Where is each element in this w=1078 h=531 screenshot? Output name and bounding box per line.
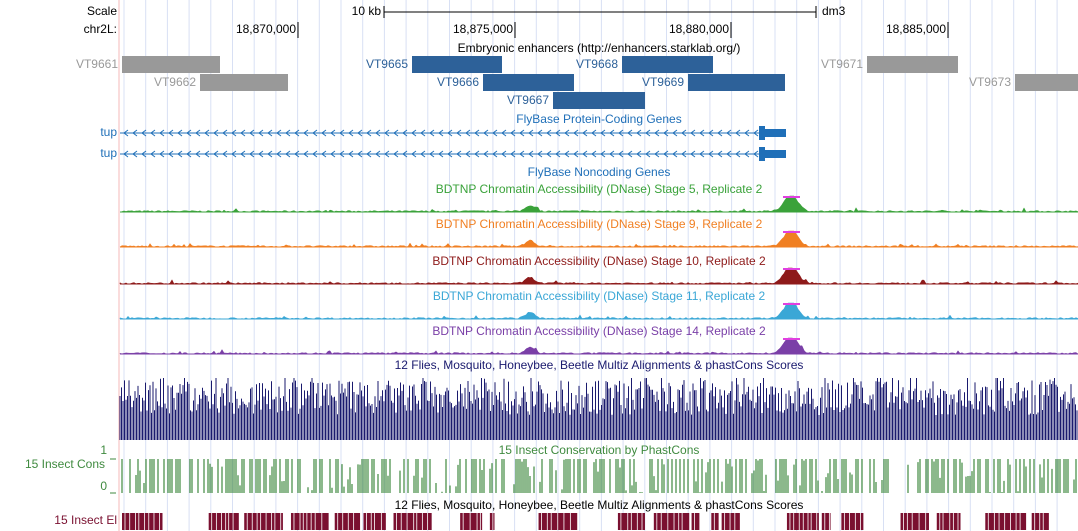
gene-exon [765, 129, 786, 137]
element-gaps [366, 513, 382, 530]
signal [119, 230, 1078, 248]
phastcons-signal [121, 459, 1077, 493]
enhancer-label: VT9669 [642, 75, 684, 89]
gene-exon [765, 150, 786, 158]
element-gaps [396, 513, 429, 530]
enhancer-label: VT9661 [76, 57, 118, 71]
element-block [208, 513, 239, 530]
element-block [841, 513, 864, 530]
element-gaps [462, 513, 481, 530]
track-title: BDTNP Chromatin Accessibility (DNase) St… [436, 217, 763, 231]
signal [119, 337, 1078, 355]
element-gaps [724, 513, 736, 530]
element-gaps [824, 513, 830, 530]
ruler-tick-label: 18,870,000 [236, 22, 296, 36]
element-gaps [337, 513, 355, 530]
ruler-tick-label: 18,880,000 [669, 22, 729, 36]
clip-marker [783, 268, 800, 270]
enhancer [622, 56, 713, 73]
track-title: 12 Flies, Mosquito, Honeybee, Beetle Mul… [395, 498, 804, 512]
element-block [489, 513, 495, 530]
signal [119, 195, 1078, 213]
element-block [290, 513, 329, 530]
enhancer-label: VT9671 [821, 57, 863, 71]
element-gaps [987, 513, 1021, 530]
enhancer [553, 92, 645, 109]
element-gaps [124, 513, 161, 530]
clip-marker [783, 338, 800, 340]
label: chr2L: [84, 22, 117, 36]
track-title: BDTNP Chromatin Accessibility (DNase) St… [432, 254, 766, 268]
element-block [711, 513, 719, 530]
label: FlyBase Noncoding Genes [528, 165, 671, 179]
element-gaps [246, 513, 282, 530]
element-block [393, 513, 432, 530]
element-gaps [1034, 513, 1044, 530]
element-block [936, 513, 961, 530]
element-gaps [293, 513, 323, 530]
clip-marker [783, 231, 800, 233]
ruler-tick-label: 18,875,000 [453, 22, 513, 36]
label: FlyBase Protein-Coding Genes [516, 112, 681, 126]
element-block [721, 513, 740, 530]
element-block [900, 513, 929, 530]
enhancer [867, 56, 958, 73]
element-gaps [939, 513, 959, 530]
gene-arrows [123, 129, 759, 137]
element-gaps [656, 513, 683, 530]
clip-marker [783, 303, 800, 305]
element-block [122, 513, 163, 530]
element-block [653, 513, 690, 530]
element-gaps [541, 513, 571, 530]
track-title: BDTNP Chromatin Accessibility (DNase) St… [436, 182, 763, 196]
track-title: BDTNP Chromatin Accessibility (DNase) St… [432, 324, 766, 338]
gene-label: tup [100, 146, 117, 160]
gene-exon [759, 147, 765, 161]
label: dm3 [822, 4, 846, 18]
enhancer-label: VT9665 [366, 57, 408, 71]
label: 15 Insect El [54, 513, 117, 527]
label: 10 kb [352, 4, 382, 18]
track-title: BDTNP Chromatin Accessibility (DNase) St… [433, 289, 766, 303]
enhancer [1015, 74, 1078, 91]
gene-exon [759, 126, 765, 140]
enhancer-label: VT9667 [507, 93, 549, 107]
enhancer-label: VT9666 [437, 75, 479, 89]
enhancer [412, 56, 502, 73]
ruler-tick-label: 18,885,000 [886, 22, 946, 36]
element-gaps [211, 513, 234, 530]
element-block [244, 513, 283, 530]
element-block [334, 513, 361, 530]
gene-label: tup [100, 125, 117, 139]
element-gaps [843, 513, 861, 530]
label: Scale [87, 4, 117, 18]
element-block [821, 513, 831, 530]
label: 0 [100, 479, 107, 493]
enhancer [483, 74, 574, 91]
enhancer-label: VT9662 [154, 75, 196, 89]
enhancer-label: VT9668 [576, 57, 618, 71]
label: 1 [100, 443, 107, 457]
element-gaps [789, 513, 818, 530]
enhancer [122, 56, 220, 73]
gene-arrows [123, 150, 759, 158]
element-gaps [903, 513, 927, 530]
clip-marker [783, 196, 800, 198]
label: 15 Insect Cons [25, 457, 105, 471]
multiz-signal [119, 378, 1078, 440]
enhancer-label: VT9673 [969, 75, 1011, 89]
signal [119, 267, 1078, 285]
track-title: 15 Insect Conservation by PhastCons [499, 443, 700, 457]
enhancer [688, 74, 785, 91]
element-block [460, 513, 483, 530]
label: Embryonic enhancers (http://enhancers.st… [458, 41, 741, 55]
element-block [1031, 513, 1049, 530]
track-title: 12 Flies, Mosquito, Honeybee, Beetle Mul… [395, 358, 804, 372]
element-block [691, 513, 700, 530]
signal [119, 302, 1078, 320]
enhancer [200, 74, 288, 91]
element-gaps [620, 513, 643, 530]
